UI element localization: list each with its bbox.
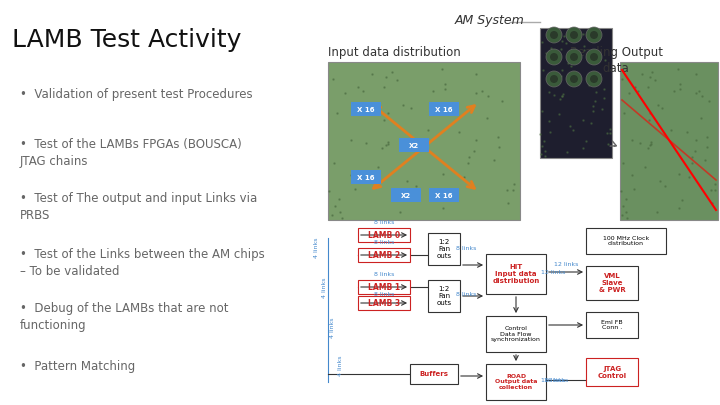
Bar — [586, 228, 666, 254]
Bar — [351, 102, 381, 116]
Text: •  Validation of present test Procedures: • Validation of present test Procedures — [20, 88, 253, 101]
Text: Input data distribution: Input data distribution — [328, 46, 461, 59]
Text: 8 links: 8 links — [374, 220, 394, 224]
Bar — [358, 228, 410, 242]
Text: 100 MHz Clock
distribution: 100 MHz Clock distribution — [603, 236, 649, 246]
Text: 4 links: 4 links — [330, 318, 335, 338]
Bar — [358, 280, 410, 294]
Text: X2: X2 — [409, 143, 419, 149]
Text: 16 links: 16 links — [541, 377, 565, 382]
Bar — [586, 312, 638, 338]
Text: 4 links: 4 links — [313, 238, 318, 258]
Text: Eml FB
Conn .: Eml FB Conn . — [601, 320, 623, 330]
Bar — [358, 248, 410, 262]
Text: X2: X2 — [401, 193, 411, 199]
Text: •  Test of the LAMBs FPGAs (BOUSCA)
JTAG chains: • Test of the LAMBs FPGAs (BOUSCA) JTAG … — [20, 138, 242, 168]
Text: HIT
Input data
distribution: HIT Input data distribution — [492, 264, 539, 284]
Bar — [486, 316, 546, 352]
Bar — [410, 364, 458, 384]
Bar — [620, 62, 718, 220]
Text: 8 links: 8 links — [374, 292, 394, 296]
Bar — [586, 358, 638, 386]
Text: 4 links: 4 links — [322, 278, 326, 298]
Text: Control
Data Flow
synchronization: Control Data Flow synchronization — [491, 326, 541, 342]
Bar — [358, 296, 410, 310]
Bar — [399, 138, 429, 152]
Bar — [429, 102, 459, 116]
Text: Reading Output
data: Reading Output data — [570, 46, 662, 75]
Circle shape — [546, 71, 562, 87]
Circle shape — [590, 53, 598, 61]
Text: X 16: X 16 — [436, 107, 453, 113]
Bar — [391, 188, 421, 202]
Text: LAMB 1: LAMB 1 — [368, 283, 400, 292]
Circle shape — [586, 49, 602, 65]
Bar — [486, 364, 546, 400]
Circle shape — [566, 49, 582, 65]
Text: Buffers: Buffers — [420, 371, 449, 377]
Text: LAMB 0: LAMB 0 — [368, 230, 400, 239]
Bar — [428, 280, 460, 312]
Text: VML
Slave
& PWR: VML Slave & PWR — [598, 273, 626, 293]
Text: ROAD
Output data
collection: ROAD Output data collection — [495, 374, 537, 390]
Circle shape — [550, 53, 558, 61]
Bar — [428, 233, 460, 265]
Text: 12 links: 12 links — [554, 262, 578, 267]
Circle shape — [570, 53, 578, 61]
Circle shape — [566, 71, 582, 87]
Text: LAMB 3: LAMB 3 — [368, 298, 400, 307]
Text: •  Debug of the LAMBs that are not
functioning: • Debug of the LAMBs that are not functi… — [20, 302, 228, 332]
Text: •  Pattern Matching: • Pattern Matching — [20, 360, 135, 373]
Circle shape — [546, 49, 562, 65]
Text: 4 links: 4 links — [338, 356, 343, 376]
Text: LAMB Test Activity: LAMB Test Activity — [12, 28, 241, 52]
Text: X 16: X 16 — [357, 175, 374, 181]
Bar — [486, 254, 546, 294]
Text: LAMB 2: LAMB 2 — [368, 251, 400, 260]
Text: 8 links: 8 links — [374, 239, 394, 245]
Text: JTAG
Control: JTAG Control — [598, 365, 626, 379]
Text: 1:2
Fan
outs: 1:2 Fan outs — [436, 286, 451, 306]
Bar — [586, 266, 638, 300]
Text: X 16: X 16 — [436, 193, 453, 199]
Text: 12 links: 12 links — [541, 269, 565, 275]
Text: •  Test of The output and input Links via
PRBS: • Test of The output and input Links via… — [20, 192, 257, 222]
Text: 8 links: 8 links — [456, 292, 476, 296]
Text: X 16: X 16 — [357, 107, 374, 113]
Circle shape — [546, 27, 562, 43]
Text: 16 links: 16 links — [544, 377, 568, 382]
Circle shape — [570, 75, 578, 83]
Bar — [351, 170, 381, 184]
Circle shape — [550, 31, 558, 39]
Bar — [540, 28, 612, 158]
Text: 8 links: 8 links — [374, 271, 394, 277]
Text: 1:2
Fan
outs: 1:2 Fan outs — [436, 239, 451, 259]
Circle shape — [566, 27, 582, 43]
Circle shape — [590, 75, 598, 83]
Circle shape — [586, 27, 602, 43]
Text: •  Test of the Links between the AM chips
– To be validated: • Test of the Links between the AM chips… — [20, 248, 265, 278]
Text: 8 links: 8 links — [456, 247, 476, 252]
Bar — [429, 188, 459, 202]
Circle shape — [550, 75, 558, 83]
Circle shape — [586, 71, 602, 87]
Circle shape — [590, 31, 598, 39]
Text: AM System: AM System — [455, 14, 525, 27]
Bar — [328, 62, 520, 220]
Circle shape — [570, 31, 578, 39]
